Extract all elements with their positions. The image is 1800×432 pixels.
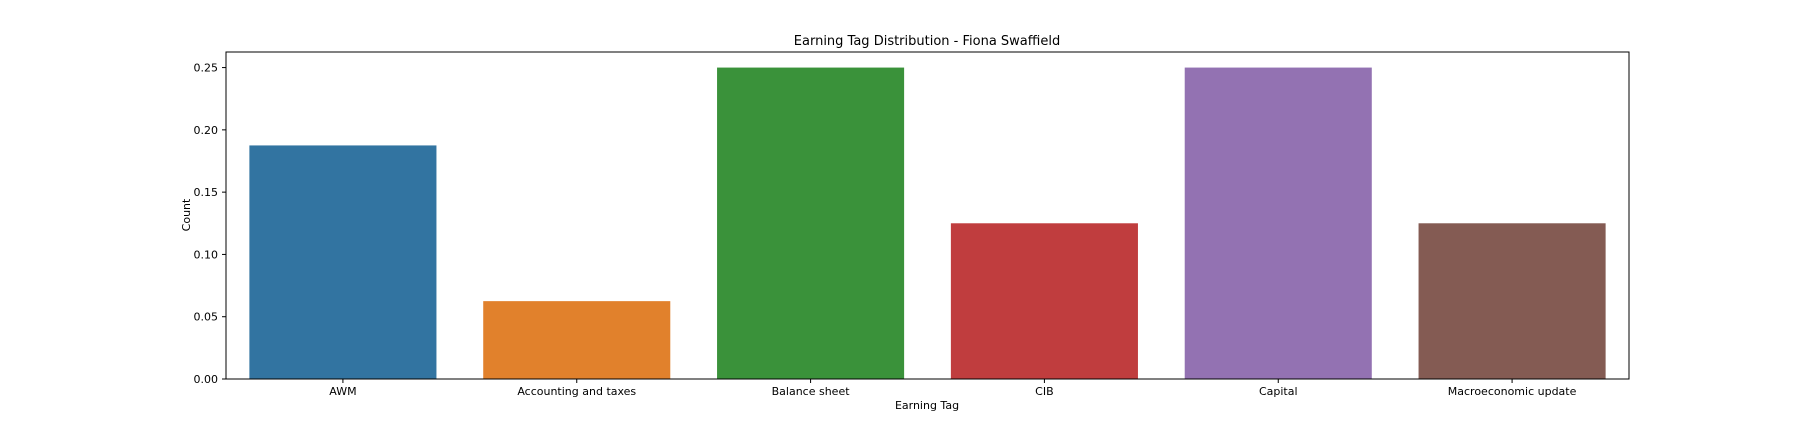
x-axis-label: Earning Tag xyxy=(895,399,959,412)
y-tick-label-2: 0.10 xyxy=(194,248,219,261)
bar-2 xyxy=(717,67,905,380)
y-tick-label-3: 0.15 xyxy=(194,186,219,199)
y-tick-label-5: 0.25 xyxy=(194,62,219,75)
bar-1 xyxy=(483,301,671,379)
y-tick-label-0: 0.00 xyxy=(194,373,219,386)
plot-frame xyxy=(225,51,1630,380)
y-axis-label: Count xyxy=(180,198,193,231)
x-axis: AWM Accounting and taxes Balance sheet CIB C… xyxy=(329,379,1577,398)
chart-title: Earning Tag Distribution - Fiona Swaffie… xyxy=(794,34,1060,49)
y-axis: 0.00 0.05 0.10 0.15 0.20 0.25 xyxy=(194,62,226,386)
x-tick-label-4: Capital xyxy=(1259,385,1298,398)
x-tick-label-0: AWM xyxy=(329,385,356,398)
bar-3 xyxy=(950,223,1138,379)
bar-4 xyxy=(1184,67,1372,380)
bar-0 xyxy=(249,145,437,379)
y-tick-label-4: 0.20 xyxy=(194,124,219,137)
x-tick-label-2: Balance sheet xyxy=(772,385,851,398)
x-tick-label-5: Macroeconomic update xyxy=(1448,385,1577,398)
bars-group xyxy=(249,67,1606,380)
y-tick-label-1: 0.05 xyxy=(194,311,219,324)
x-tick-label-3: CIB xyxy=(1035,385,1053,398)
x-tick-label-1: Accounting and taxes xyxy=(517,385,636,398)
bar-5 xyxy=(1418,223,1606,379)
